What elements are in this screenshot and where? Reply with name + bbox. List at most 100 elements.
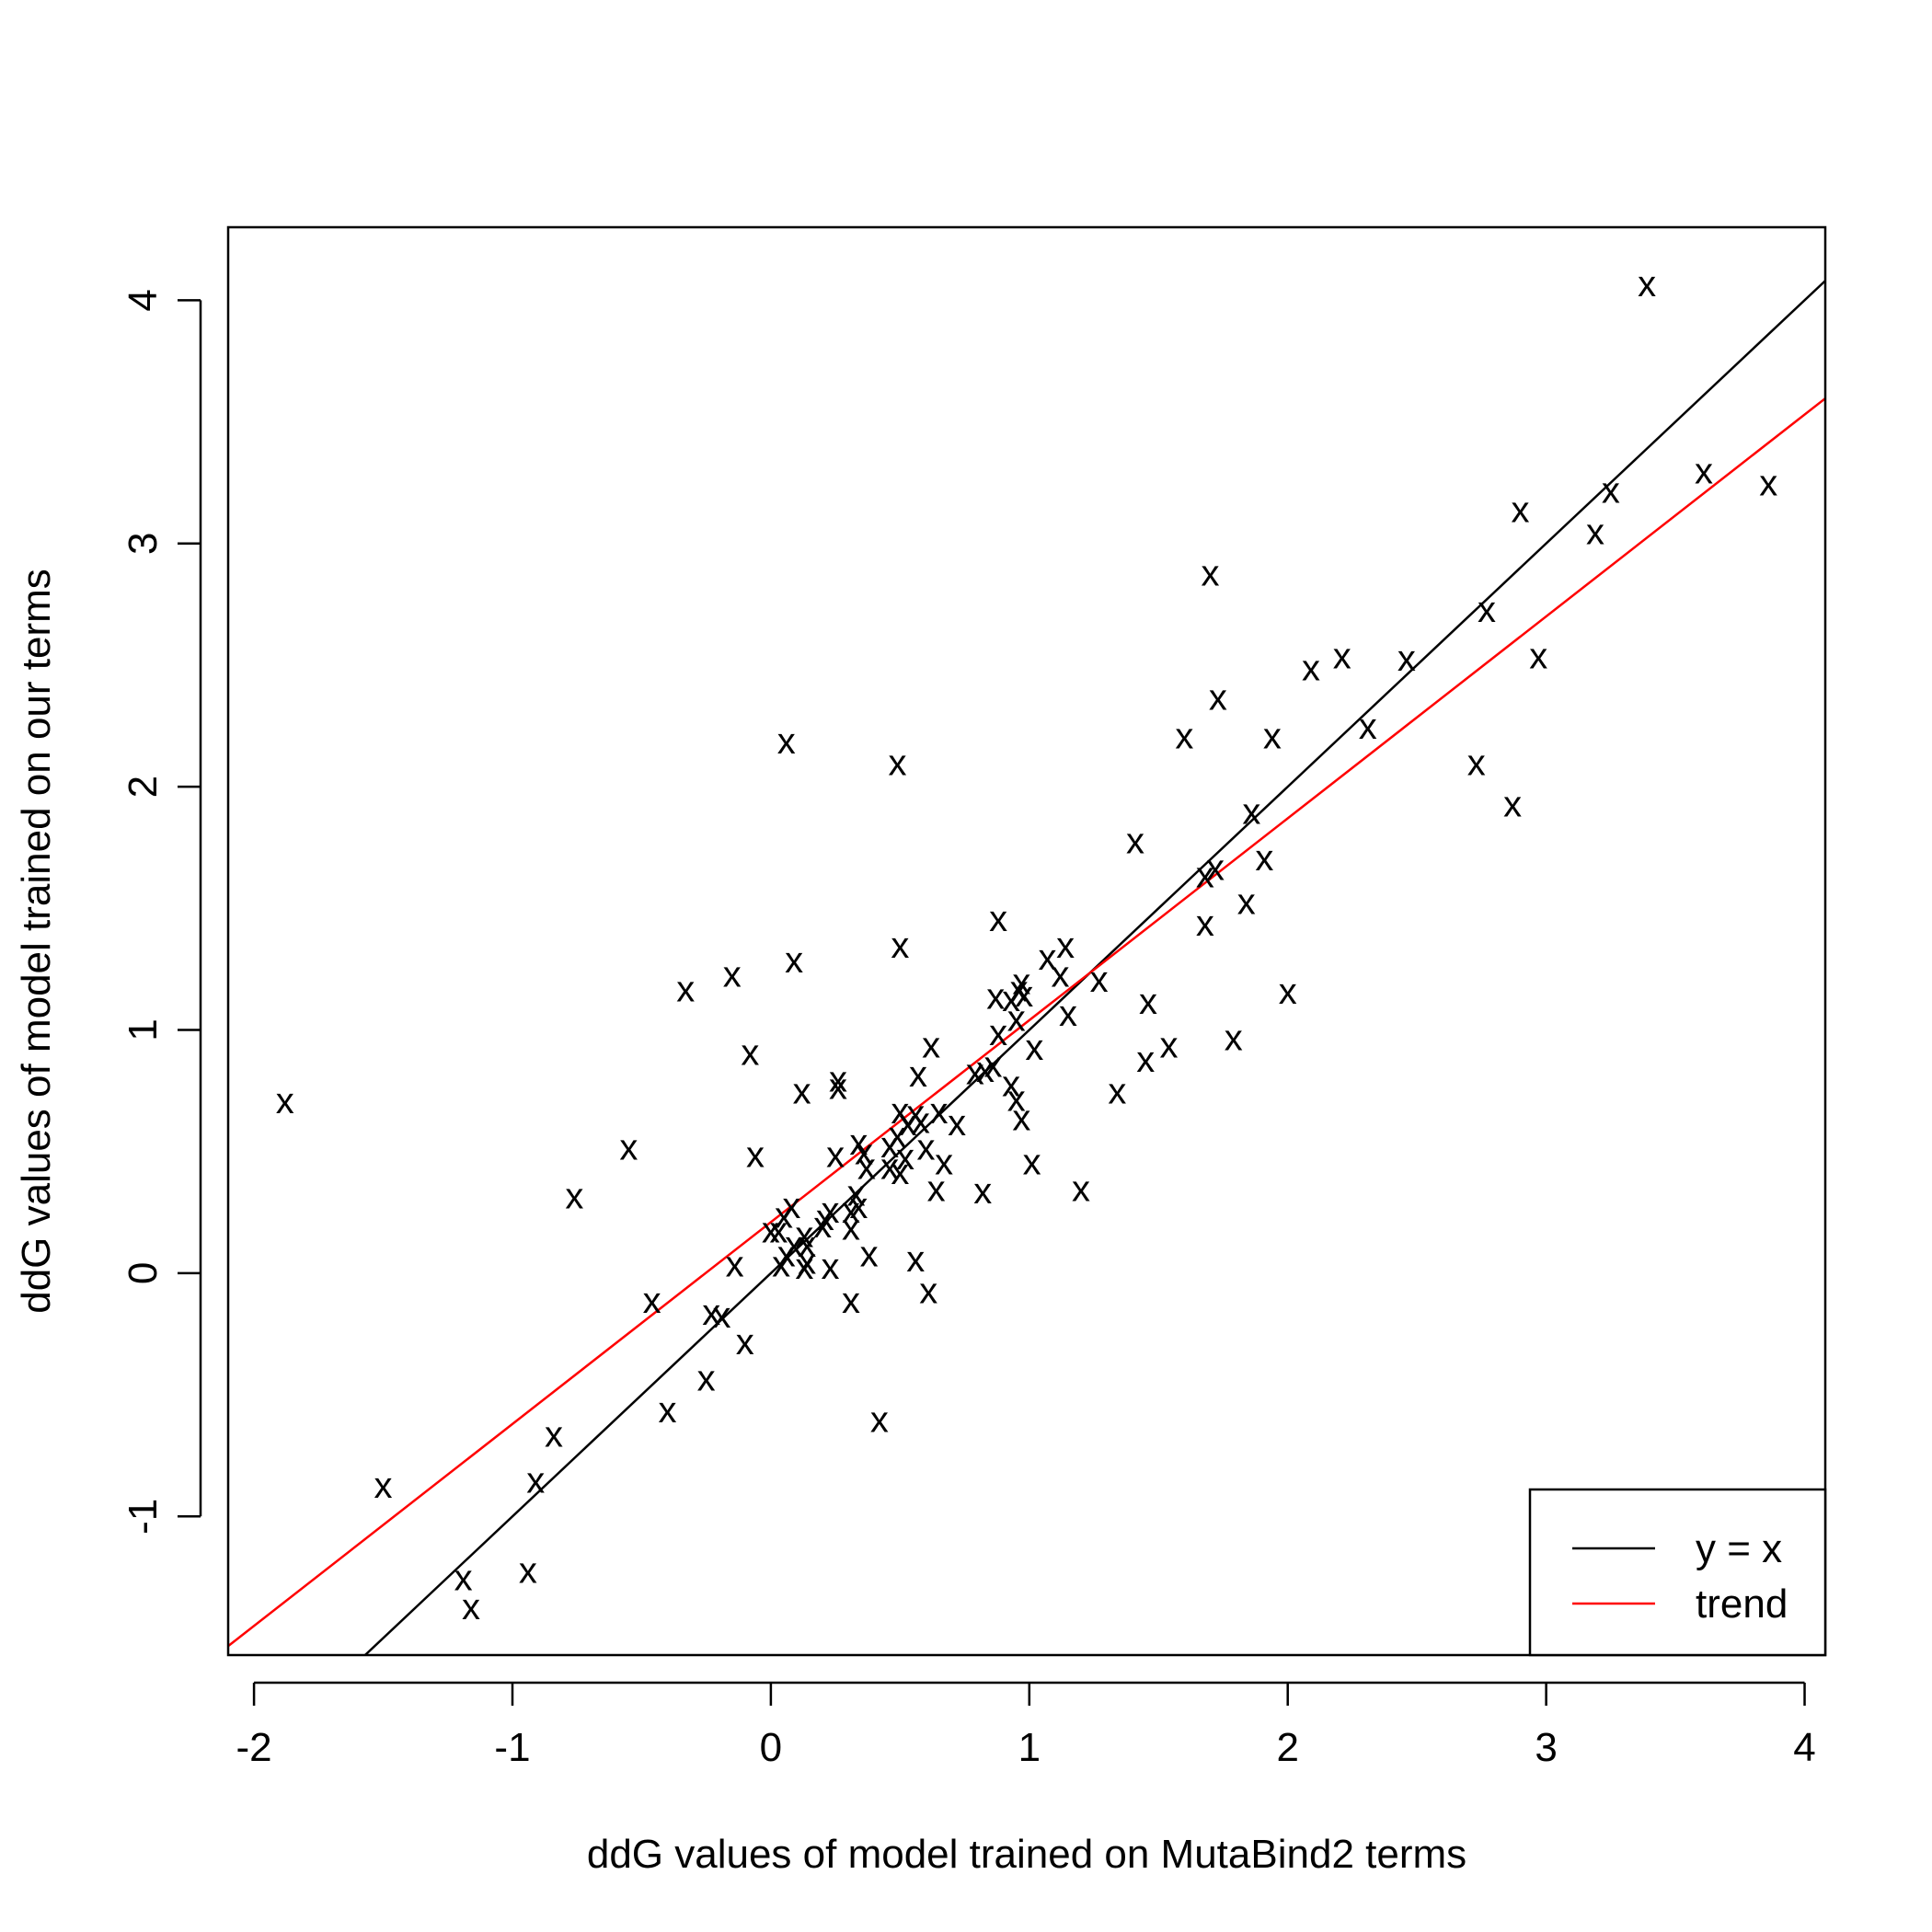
data-point: x (276, 1081, 294, 1121)
y-tick-label: 2 (121, 776, 166, 798)
data-point: x (1255, 838, 1273, 879)
data-point: x (798, 1225, 816, 1265)
data-point: x (813, 1205, 832, 1246)
data-point: x (1333, 636, 1351, 676)
data-point: x (891, 1152, 909, 1192)
data-point: x (966, 1052, 984, 1092)
data-point: x (798, 1242, 816, 1282)
data-point: x (935, 1142, 953, 1182)
data-point: x (973, 1171, 992, 1212)
data-point: x (1059, 994, 1077, 1034)
legend-label: trend (1696, 1581, 1788, 1627)
data-point: x (1015, 974, 1033, 1015)
legend: y = x trend (1528, 1488, 1827, 1657)
y-tick-label: 1 (121, 1018, 166, 1041)
data-point: x (816, 1198, 834, 1238)
data-point: x (1237, 881, 1256, 922)
data-point: x (1359, 707, 1377, 747)
data-point: x (726, 1244, 744, 1284)
data-point: x (822, 1190, 840, 1231)
data-point: x (842, 1281, 860, 1321)
data-point: x (1279, 972, 1297, 1012)
data-point: x (1007, 998, 1026, 1039)
data-point: x (829, 1059, 847, 1099)
data-point: x (1056, 926, 1075, 966)
data-point: x (857, 1147, 876, 1188)
y-axis-title: ddG values of model trained on our terms (14, 569, 59, 1314)
data-point: x (822, 1247, 840, 1287)
data-point: x (899, 1103, 917, 1144)
data-point: x (697, 1359, 716, 1399)
data-point: x (619, 1127, 638, 1167)
data-point: x (889, 743, 907, 784)
data-point: x (912, 1100, 930, 1141)
data-point: x (880, 1125, 899, 1166)
data-point: x (1209, 677, 1227, 718)
data-point: x (1052, 955, 1070, 995)
x-tick-label: 0 (760, 1725, 782, 1770)
data-point: x (1002, 979, 1020, 1019)
data-point: x (643, 1281, 661, 1321)
data-point: x (1201, 553, 1219, 593)
data-point: x (1108, 1072, 1126, 1112)
data-point: x (1695, 451, 1713, 491)
data-point: x (842, 1208, 860, 1248)
data-point: x (983, 1045, 1002, 1086)
data-point: x (746, 1134, 765, 1175)
data-point: x (1478, 590, 1496, 630)
data-point: x (1139, 982, 1157, 1022)
data-point: x (889, 1115, 907, 1156)
data-point: x (1012, 962, 1030, 1003)
data-point: x (1586, 512, 1604, 552)
data-point: x (1175, 717, 1193, 757)
data-point: x (909, 1054, 927, 1095)
data-point: x (870, 1400, 889, 1441)
data-point: x (927, 1168, 946, 1209)
data-point: x (1090, 960, 1109, 1000)
data-point: x (1242, 792, 1260, 833)
y-tick-label: -1 (121, 1499, 166, 1535)
data-point: x (847, 1174, 866, 1214)
data-point: x (906, 1093, 925, 1133)
data-point: x (1638, 264, 1656, 305)
data-point: x (1038, 937, 1056, 978)
plot-frame (226, 225, 1827, 1657)
data-point: x (1206, 847, 1225, 888)
data-point: x (986, 976, 1005, 1017)
x-tick-label: -1 (494, 1725, 530, 1770)
data-point: x (777, 1235, 796, 1275)
data-point: x (1159, 1025, 1178, 1065)
data-point: x (785, 940, 803, 981)
data-point: x (1002, 1064, 1020, 1105)
data-point: x (762, 1210, 780, 1250)
data-point: x (948, 1103, 966, 1144)
data-point: x (1759, 464, 1777, 504)
data-point: x (775, 1195, 793, 1236)
data-point: x (922, 1025, 940, 1065)
x-tick-label: -2 (236, 1725, 272, 1770)
data-point: x (929, 1091, 948, 1132)
data-point: x (896, 1137, 914, 1178)
data-point: x (736, 1322, 754, 1363)
data-point: x (826, 1134, 845, 1175)
data-point: x (782, 1186, 800, 1226)
y-axis: -1 0 1 2 3 4 (121, 289, 202, 1535)
data-point: x (777, 721, 796, 762)
data-point: x (989, 1013, 1007, 1053)
data-point: x (1072, 1168, 1090, 1209)
data-point: x (989, 899, 1007, 939)
data-point: x (1302, 649, 1320, 689)
data-point: x (1263, 717, 1282, 757)
data-point: x (454, 1558, 473, 1598)
data-point: x (1467, 743, 1486, 784)
data-point: x (659, 1390, 677, 1431)
data-point: x (769, 1210, 788, 1250)
data-point: x (891, 926, 909, 966)
data-point: x (891, 1091, 909, 1132)
data-point: x (676, 970, 695, 1010)
x-tick-label: 2 (1276, 1725, 1298, 1770)
data-point: x (374, 1466, 393, 1506)
x-axis-title: ddG values of model trained on MutaBind2… (587, 1832, 1466, 1877)
line-identity (363, 279, 1825, 1655)
